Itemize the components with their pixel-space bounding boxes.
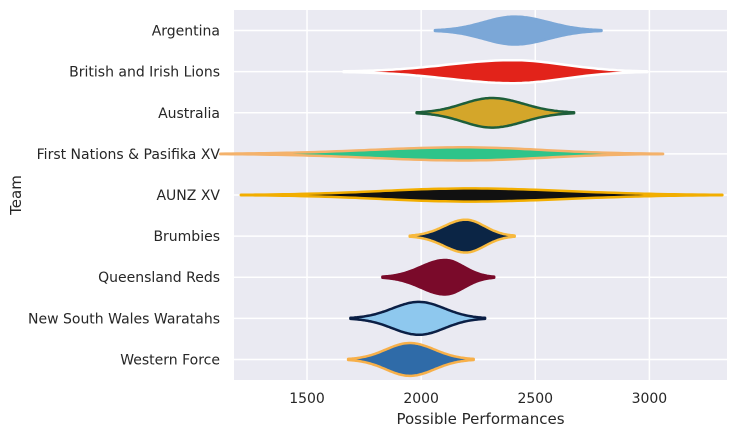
violin-british-and-irish-lions [342, 58, 649, 85]
y-tick-label: Brumbies [153, 229, 220, 245]
violin-western-force [346, 341, 475, 378]
x-tick-label: 1500 [289, 391, 325, 407]
x-tick-label: 3000 [632, 391, 668, 407]
y-tick-label: Queensland Reds [98, 270, 220, 286]
violin-aunz-xv [239, 187, 724, 203]
y-tick-label: Argentina [152, 24, 220, 40]
x-tick-label: 2000 [403, 391, 439, 407]
violin-new-south-wales-waratahs [349, 300, 487, 337]
y-tick-labels: Argentina British and Irish Lions Australi… [28, 24, 220, 369]
x-tick-labels: 1500 2000 2500 3000 [289, 391, 667, 407]
y-axis-label: Team [7, 175, 25, 216]
y-tick-label: Australia [158, 106, 220, 122]
y-tick-label: Western Force [120, 352, 220, 368]
y-tick-label: First Nations & Pasifika XV [37, 147, 221, 163]
violin-first-nations-pasifika-xv [219, 146, 665, 162]
violin-brumbies [408, 218, 516, 254]
x-tick-label: 2500 [517, 391, 553, 407]
violin-queensland-reds [381, 258, 496, 296]
violins [219, 15, 724, 378]
x-axis-label: Possible Performances [396, 410, 564, 428]
violin-australia [415, 96, 576, 129]
y-tick-label: British and Irish Lions [69, 65, 220, 81]
violin-argentina [433, 15, 603, 46]
y-tick-label: New South Wales Waratahs [28, 311, 220, 327]
y-tick-label: AUNZ XV [156, 188, 220, 204]
